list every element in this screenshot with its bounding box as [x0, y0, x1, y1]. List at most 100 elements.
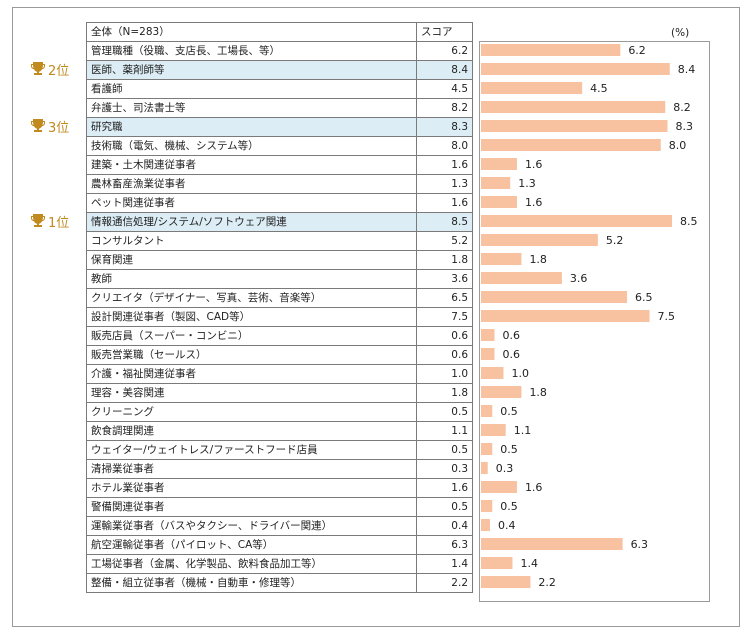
- category-label: クリエイタ（デザイナー、写真、芸術、音楽等）: [86, 288, 417, 308]
- unit-label: (%): [671, 27, 690, 39]
- score-value: 1.0: [416, 364, 473, 384]
- score-value: 1.8: [416, 250, 473, 270]
- category-label: 介護・福祉関連従事者: [86, 364, 417, 384]
- table-row: 飲食調理関連 1.1: [86, 421, 473, 441]
- data-label: 1.6: [525, 158, 543, 171]
- score-value: 1.4: [416, 554, 473, 574]
- rank-label: 1位: [48, 216, 70, 231]
- bar: [481, 63, 670, 75]
- table-row: 情報通信処理/システム/ソフトウェア関連 8.5: [86, 212, 473, 232]
- data-label: 1.8: [529, 386, 547, 399]
- bar: [481, 101, 666, 113]
- bar: [481, 158, 517, 170]
- category-label: 管理職種（役職、支店長、工場長、等）: [86, 41, 417, 61]
- table-row: ホテル業従事者 1.6: [86, 478, 473, 498]
- data-label: 0.5: [500, 405, 518, 418]
- score-value: 0.5: [416, 497, 473, 517]
- data-label: 2.2: [538, 576, 556, 589]
- table-row: 介護・福祉関連従事者 1.0: [86, 364, 473, 384]
- bar: [481, 443, 493, 455]
- data-label: 1.1: [514, 424, 532, 437]
- category-label: 研究職: [86, 117, 417, 137]
- table-row: 理容・美容関連 1.8: [86, 383, 473, 403]
- category-label: 清掃業従事者: [86, 459, 417, 479]
- bar: [481, 405, 493, 417]
- trophy-icon: [30, 61, 48, 79]
- category-label: 飲食調理関連: [86, 421, 417, 441]
- data-label: 6.5: [635, 291, 653, 304]
- bar-chart: 6.2 8.4 4.5 8.2 8.3 8.0 1.6 1.3 1.6 8.5 5.2 1.8 3.6 6…: [479, 41, 710, 602]
- score-value: 0.4: [416, 516, 473, 536]
- category-label: 保育関連: [86, 250, 417, 270]
- data-label: 6.3: [631, 538, 649, 551]
- score-value: 0.5: [416, 402, 473, 422]
- score-value: 0.3: [416, 459, 473, 479]
- category-label: 運輸業従事者（バスやタクシー、ドライバー関連）: [86, 516, 417, 536]
- data-label: 1.6: [525, 196, 543, 209]
- score-value: 1.8: [416, 383, 473, 403]
- table-row: 航空運輸従事者（パイロット、CA等） 6.3: [86, 535, 473, 555]
- category-label: 整備・組立従事者（機械・自動車・修理等）: [86, 573, 417, 593]
- score-value: 8.0: [416, 136, 473, 156]
- score-value: 6.5: [416, 288, 473, 308]
- rank-label: 2位: [48, 64, 70, 79]
- score-value: 7.5: [416, 307, 473, 327]
- data-label: 8.4: [678, 63, 696, 76]
- category-label: 建築・土木関連従事者: [86, 155, 417, 175]
- table-row: 弁護士、司法書士等 8.2: [86, 98, 473, 118]
- score-value: 5.2: [416, 231, 473, 251]
- rank-badge: 2位: [30, 60, 69, 79]
- trophy-icon: [30, 213, 48, 231]
- bar: [481, 367, 504, 379]
- data-label: 8.3: [676, 120, 694, 133]
- table-row: 医師、薬剤師等 8.4: [86, 60, 473, 80]
- data-label: 1.6: [525, 481, 543, 494]
- score-value: 1.6: [416, 478, 473, 498]
- bar: [481, 196, 517, 208]
- table-row: ウェイター/ウェイトレス/ファーストフード店員 0.5: [86, 440, 473, 460]
- table-row: 運輸業従事者（バスやタクシー、ドライバー関連） 0.4: [86, 516, 473, 536]
- category-label: 教師: [86, 269, 417, 289]
- data-label: 0.5: [500, 500, 518, 513]
- category-label: 理容・美容関連: [86, 383, 417, 403]
- data-label: 1.0: [511, 367, 529, 380]
- data-label: 5.2: [606, 234, 624, 247]
- table-row: クリエイタ（デザイナー、写真、芸術、音楽等） 6.5: [86, 288, 473, 308]
- score-header: スコア: [416, 22, 473, 42]
- bar: [481, 234, 598, 246]
- table-row: 販売営業職（セールス） 0.6: [86, 345, 473, 365]
- score-value: 3.6: [416, 269, 473, 289]
- table-row: 技術職（電気、機械、システム等） 8.0: [86, 136, 473, 156]
- category-label: 販売店員（スーパー・コンビニ）: [86, 326, 417, 346]
- category-label: ペット関連従事者: [86, 193, 417, 213]
- category-label: 看護師: [86, 79, 417, 99]
- rank-badge: 3位: [30, 117, 69, 136]
- bar: [481, 386, 522, 398]
- category-label: 弁護士、司法書士等: [86, 98, 417, 118]
- rank-badge: 1位: [30, 212, 69, 231]
- table-row: 清掃業従事者 0.3: [86, 459, 473, 479]
- score-value: 2.2: [416, 573, 473, 593]
- score-value: 8.5: [416, 212, 473, 232]
- bar: [481, 291, 628, 303]
- data-label: 4.5: [590, 82, 608, 95]
- score-value: 8.2: [416, 98, 473, 118]
- score-value: 1.1: [416, 421, 473, 441]
- category-label: コンサルタント: [86, 231, 417, 251]
- bar: [481, 348, 495, 360]
- table-header-row: 全体（N=283） スコア: [86, 22, 473, 42]
- data-label: 8.2: [673, 101, 691, 114]
- category-label: 航空運輸従事者（パイロット、CA等）: [86, 535, 417, 555]
- score-value: 1.6: [416, 193, 473, 213]
- data-label: 1.4: [520, 557, 538, 570]
- table-row: 研究職 8.3: [86, 117, 473, 137]
- category-label: ホテル業従事者: [86, 478, 417, 498]
- bar: [481, 82, 583, 94]
- table-row: 管理職種（役職、支店長、工場長、等） 6.2: [86, 41, 473, 61]
- data-label: 0.6: [502, 329, 520, 342]
- bar: [481, 272, 562, 284]
- rank-label: 3位: [48, 121, 70, 136]
- score-value: 1.3: [416, 174, 473, 194]
- table-row: 看護師 4.5: [86, 79, 473, 99]
- data-label: 3.6: [570, 272, 588, 285]
